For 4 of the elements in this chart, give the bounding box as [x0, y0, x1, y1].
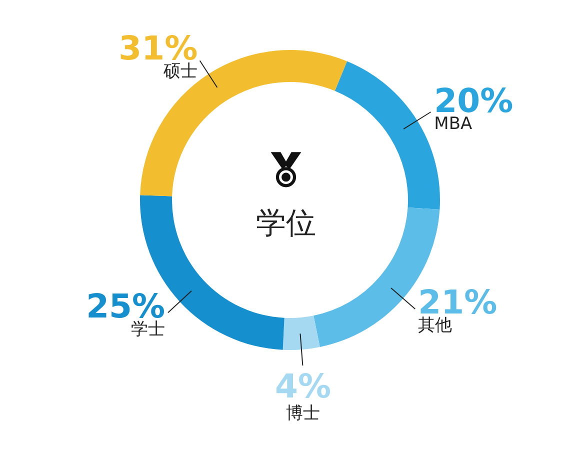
slice-label: 博士 [286, 404, 320, 424]
text: 学位 [256, 206, 316, 241]
data-label: 4% [274, 366, 332, 406]
donut-slice [282, 316, 320, 350]
